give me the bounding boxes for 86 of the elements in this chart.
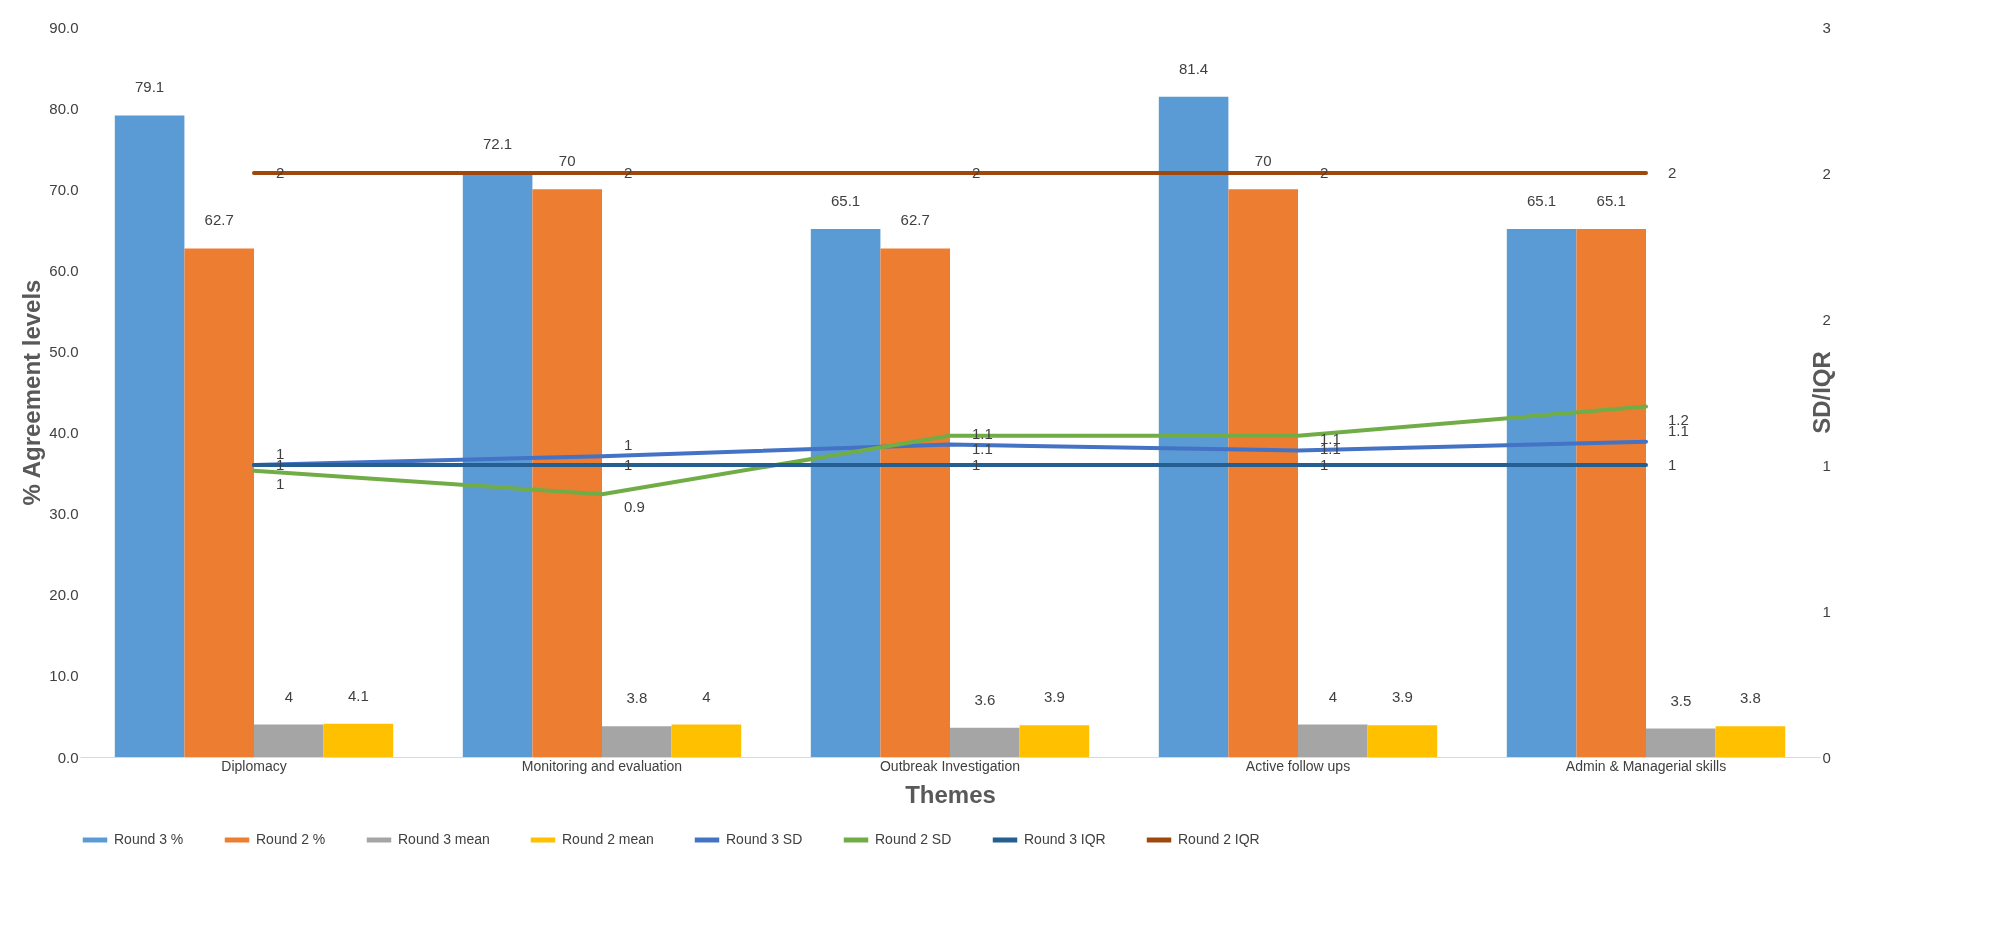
bar	[184, 248, 254, 757]
data-label: 2	[1668, 164, 1677, 181]
y-tick-label: 20.0	[49, 586, 79, 604]
x-tick-label: Active follow ups	[1245, 757, 1351, 774]
legend-label: Round 3 SD	[726, 831, 803, 847]
data-label: 1	[972, 456, 981, 473]
data-label: 3.9	[1043, 688, 1065, 706]
data-label: 2	[1320, 164, 1329, 181]
data-label: 1	[276, 474, 285, 492]
data-label: 65.1	[831, 191, 861, 209]
y-tick-label: 70.0	[49, 180, 79, 198]
data-label: 2	[276, 164, 285, 181]
data-label: 1	[1320, 456, 1329, 473]
bar	[671, 724, 742, 757]
legend-label: Round 2 SD	[875, 831, 952, 847]
y-tick-label: 0.0	[57, 748, 79, 766]
y-tick-label: 60.0	[49, 261, 79, 279]
data-label: 1.1	[972, 424, 993, 442]
bar	[880, 248, 950, 757]
data-label: 79.1	[135, 78, 165, 96]
x-tick-label: Admin & Managerial skills	[1565, 757, 1727, 774]
data-label: 65.1	[1596, 191, 1626, 209]
bar	[1576, 228, 1646, 757]
bar	[1228, 189, 1298, 757]
data-label: 2	[624, 164, 633, 181]
data-label: 0.9	[624, 498, 645, 516]
bar	[1646, 728, 1716, 757]
bar	[810, 228, 881, 757]
bar	[114, 115, 185, 757]
data-label: 72.1	[483, 135, 513, 153]
data-label: 62.7	[204, 211, 234, 229]
y-tick-label: 90.0	[49, 18, 79, 36]
bar	[1298, 724, 1368, 757]
data-label: 3.8	[1739, 689, 1761, 707]
bar	[323, 723, 394, 757]
data-label: 4	[702, 687, 711, 705]
y-tick-label: 80.0	[49, 99, 79, 117]
line-series	[252, 404, 1648, 497]
x-axis-title: Themes	[905, 780, 996, 808]
y2-tick-label: 0	[1822, 748, 1831, 766]
data-label: 3.6	[974, 690, 996, 708]
y-tick-label: 40.0	[49, 424, 79, 442]
y2-tick-label: 1	[1822, 602, 1831, 620]
data-label: 81.4	[1179, 59, 1209, 77]
data-label: 4	[284, 687, 293, 705]
bar	[1158, 96, 1229, 757]
y-tick-label: 10.0	[49, 667, 79, 685]
bar	[1367, 725, 1438, 757]
y-tick-label: 50.0	[49, 342, 79, 360]
data-label: 1	[624, 456, 633, 473]
y-axis-title: % Agreement levels	[18, 279, 46, 506]
y2-tick-label: 1	[1822, 456, 1831, 474]
bar	[1019, 725, 1090, 757]
data-label: 4	[1328, 687, 1337, 705]
y2-axis-title: SD/IQR	[1807, 351, 1835, 434]
x-tick-label: Outbreak Investigation	[879, 757, 1021, 774]
legend-label: Round 2 IQR	[1178, 831, 1260, 847]
bar	[1506, 228, 1577, 757]
data-label: 3.9	[1391, 688, 1413, 706]
bar	[602, 726, 672, 757]
data-label: 3.8	[626, 689, 648, 707]
x-tick-label: Diplomacy	[221, 757, 287, 774]
data-label: 70	[558, 152, 576, 170]
y2-tick-label: 2	[1822, 164, 1831, 182]
data-label: 65.1	[1527, 191, 1557, 209]
bar	[532, 189, 602, 757]
data-label: 62.7	[900, 211, 930, 229]
y-tick-label: 30.0	[49, 505, 79, 523]
legend-label: Round 2 mean	[562, 831, 654, 847]
legend-label: Round 2 %	[256, 831, 326, 847]
data-label: 70	[1254, 152, 1272, 170]
data-label: 3.5	[1670, 691, 1692, 709]
x-tick-label: Monitoring and evaluation	[521, 757, 683, 774]
legend-label: Round 3 mean	[398, 831, 490, 847]
data-label: 1	[624, 436, 633, 454]
legend-label: Round 3 IQR	[1024, 831, 1106, 847]
data-label: 2	[972, 164, 981, 181]
bar	[1715, 726, 1786, 757]
bar	[950, 727, 1020, 757]
y2-tick-label: 3	[1822, 18, 1831, 36]
data-label: 1	[1668, 456, 1677, 473]
bar	[462, 172, 533, 757]
legend-label: Round 3 %	[114, 831, 184, 847]
bar	[254, 724, 324, 757]
data-label: 4.1	[347, 686, 369, 704]
y2-tick-label: 2	[1822, 310, 1831, 328]
